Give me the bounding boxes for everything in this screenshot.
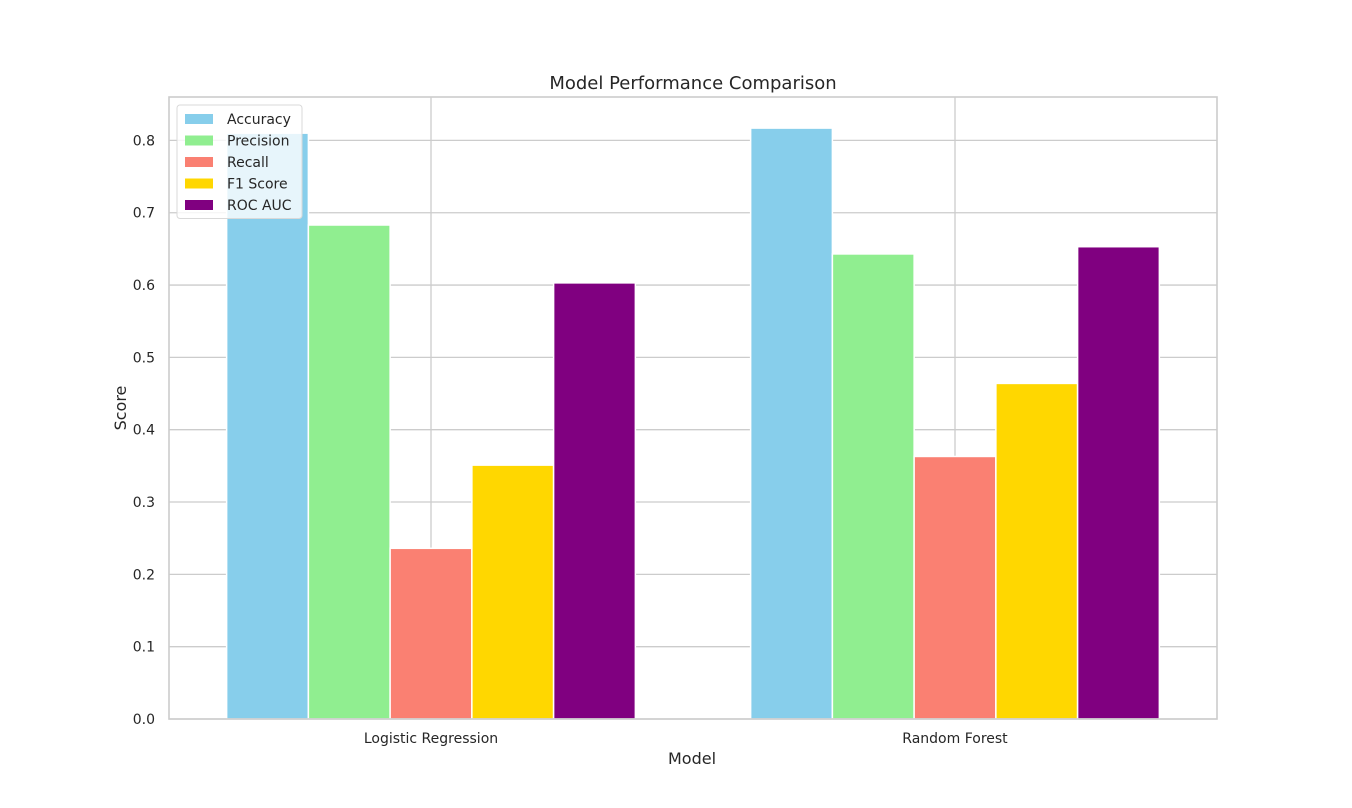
legend-label: ROC AUC xyxy=(227,198,292,214)
y-tick-label: 0.5 xyxy=(133,350,155,366)
y-tick-label: 0.7 xyxy=(133,206,155,222)
legend-swatch xyxy=(185,114,213,124)
bar-recall-0 xyxy=(389,547,473,720)
y-tick-label: 0.1 xyxy=(133,640,155,656)
legend-swatch xyxy=(185,157,213,167)
legend-swatch xyxy=(185,135,213,146)
bar-recall-1 xyxy=(913,455,997,720)
bar-roc-auc-0 xyxy=(552,282,637,720)
y-tick-label: 0.2 xyxy=(133,567,155,583)
plot-frame xyxy=(168,96,1218,720)
bar-accuracy-0 xyxy=(225,132,310,720)
y-tick-label: 0.0 xyxy=(133,712,155,728)
y-axis-title: Score xyxy=(111,386,130,431)
bar-accuracy-1 xyxy=(749,127,834,720)
bar-roc-auc-1 xyxy=(1076,245,1161,720)
x-axis-ticks: Logistic Regression Random Forest xyxy=(364,731,1008,747)
legend-label: Precision xyxy=(227,134,289,150)
chart-title: Model Performance Comparison xyxy=(549,73,836,94)
legend-label: F1 Score xyxy=(227,177,288,193)
y-tick-label: 0.8 xyxy=(133,133,155,149)
x-axis-title: Model xyxy=(668,749,716,768)
y-tick-label: 0.3 xyxy=(133,495,155,511)
bar-precision-1 xyxy=(831,253,915,720)
legend-label: Accuracy xyxy=(227,112,291,128)
bar-f1-score-1 xyxy=(995,382,1079,720)
x-tick-label: Random Forest xyxy=(902,731,1008,747)
legend-label: Recall xyxy=(227,155,269,171)
y-axis-ticks: 0.0 0.1 0.2 0.3 0.4 0.5 0.6 0.7 0.8 xyxy=(133,133,155,728)
legend-swatch xyxy=(185,200,213,210)
bars xyxy=(225,127,1161,720)
legend: Accuracy Precision Recall F1 Score ROC AUC xyxy=(176,104,303,219)
bar-f1-score-0 xyxy=(471,464,555,720)
x-tick-label: Logistic Regression xyxy=(364,731,498,747)
legend-swatch xyxy=(185,178,213,189)
legend-box xyxy=(176,104,303,219)
y-tick-label: 0.4 xyxy=(133,423,155,439)
y-tick-label: 0.6 xyxy=(133,278,155,294)
bar-precision-0 xyxy=(307,224,391,720)
